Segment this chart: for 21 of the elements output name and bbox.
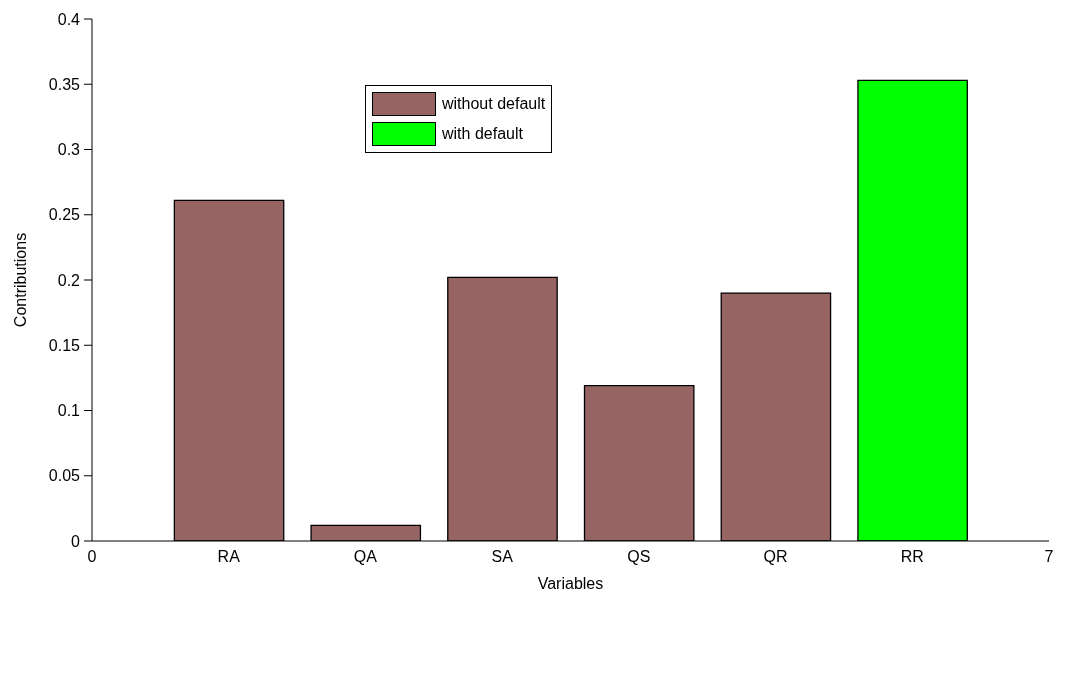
y-tick-label: 0.3 — [57, 141, 81, 159]
y-tick-label: 0.35 — [48, 75, 81, 93]
x-tick-label: QS — [627, 548, 651, 566]
x-tick-label: RA — [217, 548, 241, 566]
x-tick-label: QA — [353, 548, 378, 566]
y-tick-label: 0.4 — [57, 10, 81, 28]
y-tick-label: 0 — [71, 532, 81, 550]
x-tick-label: RR — [900, 548, 924, 566]
y-tick-label: 0.25 — [48, 206, 81, 224]
y-tick-label: 0.05 — [48, 467, 81, 485]
y-tick-label: 0.2 — [57, 271, 81, 289]
x-axis-title: Variables — [537, 575, 604, 592]
legend-label: with default — [442, 125, 523, 143]
x-tick-label: 7 — [1044, 548, 1054, 566]
x-tick-label: SA — [491, 548, 514, 566]
y-tick-label: 0.15 — [48, 336, 81, 354]
x-tick-label: QR — [763, 548, 788, 566]
y-axis-title: Contributions — [11, 232, 29, 328]
legend-label: without default — [442, 95, 546, 113]
x-tick-label: 0 — [87, 548, 97, 566]
y-tick-label: 0.1 — [57, 402, 81, 420]
